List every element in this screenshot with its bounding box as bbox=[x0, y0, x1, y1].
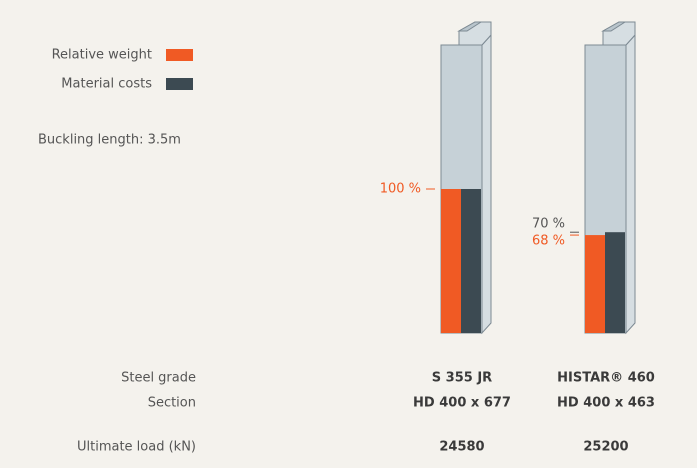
cell: HD 400 x 677 bbox=[413, 396, 511, 411]
value-label: 100 % bbox=[380, 182, 421, 197]
beam-side bbox=[481, 33, 492, 335]
row-label: Section bbox=[148, 396, 196, 411]
cell: 25200 bbox=[583, 440, 628, 455]
bar bbox=[441, 189, 461, 333]
cell: HD 400 x 463 bbox=[557, 396, 655, 411]
row-label: Ultimate load (kN) bbox=[77, 440, 196, 455]
note: Buckling length: 3.5m bbox=[38, 133, 181, 148]
legend-swatch bbox=[166, 49, 193, 61]
cell: 24580 bbox=[439, 440, 484, 455]
bar bbox=[461, 189, 481, 333]
beam-flange bbox=[601, 21, 627, 32]
value-label: 68 % bbox=[532, 234, 565, 249]
category-label: HISTAR® 460 bbox=[557, 371, 655, 386]
value-label: 70 % bbox=[532, 217, 565, 232]
category-label: S 355 JR bbox=[432, 371, 492, 386]
bar bbox=[585, 235, 605, 333]
row-label: Steel grade bbox=[121, 371, 196, 386]
legend-label: Material costs bbox=[61, 77, 152, 92]
beam-flange bbox=[457, 21, 483, 32]
legend-label: Relative weight bbox=[52, 48, 152, 63]
beam-side bbox=[625, 33, 636, 335]
legend-swatch bbox=[166, 78, 193, 90]
bar bbox=[605, 232, 625, 333]
